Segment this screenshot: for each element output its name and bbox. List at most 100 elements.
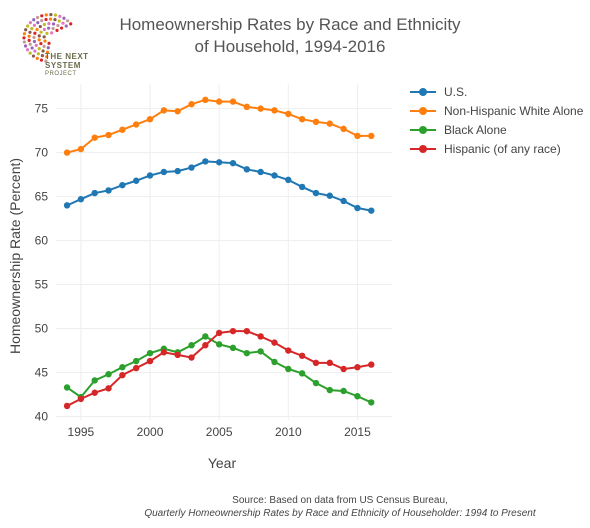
data-point [243,327,251,335]
x-tick-label: 2015 [344,425,371,439]
data-point [146,357,154,365]
data-point [257,168,264,176]
data-point [202,333,209,340]
logo-line1: THE NEXT [45,52,89,61]
data-point [63,402,71,410]
data-point [229,327,237,335]
x-tick-label: 2000 [137,425,164,439]
data-point [188,354,195,361]
y-tick-label: 40 [35,409,49,423]
y-tick-label: 75 [35,102,49,116]
data-point [105,371,112,378]
data-point [202,342,209,349]
data-point [243,103,251,111]
y-tick-label: 60 [35,234,49,248]
data-point [257,333,264,340]
data-point [340,365,347,373]
data-point [271,339,278,346]
chart-title: Homeownership Rates by Race and Ethnicit… [90,14,490,58]
y-tick-label: 70 [35,146,49,160]
data-point [354,364,361,371]
data-point [326,359,333,367]
data-point [340,125,347,133]
y-tick-label: 65 [35,190,49,204]
data-point [63,202,71,209]
logo-line3: PROJECT [45,71,77,77]
data-point [202,158,209,165]
data-point [91,189,98,197]
data-point [188,342,195,349]
legend-label: Non-Hispanic White Alone [444,103,584,118]
data-point [119,371,126,379]
logo-line2: SYSTEM [45,61,81,70]
data-point [285,110,292,118]
data-point [326,192,333,199]
data-point [298,352,306,359]
data-point [160,168,168,176]
y-tick-label: 55 [35,278,49,292]
legend-item[interactable]: Non-Hispanic White Alone [410,101,583,120]
legend: U.S. Non-Hispanic White Alone Black Alone H… [410,82,583,158]
data-point [312,189,320,197]
data-point [160,349,168,356]
legend-item[interactable]: U.S. [410,82,583,101]
data-point [298,183,306,191]
y-tick-label: 45 [35,366,49,380]
data-point [146,115,154,123]
source-line2: Quarterly Homeownership Rates by Race an… [144,508,536,519]
data-point [91,134,98,141]
data-point [257,105,264,112]
data-point [285,176,292,184]
data-point [63,384,71,391]
data-point [188,164,195,171]
data-point [146,172,154,179]
source-line1: Source: Based on data from US Census Bur… [232,495,448,506]
data-point [298,370,306,377]
legend-label: Hispanic (of any race) [444,141,561,156]
legend-label: Black Alone [444,122,507,137]
chart-title-line2: of Household, 1994-2016 [194,37,386,56]
data-point [215,98,223,105]
legend-swatch [410,125,436,135]
data-point [77,145,85,153]
data-point [229,159,237,167]
data-point [105,385,112,392]
data-point [229,98,237,105]
data-point [340,387,347,395]
data-point [312,118,320,126]
legend-swatch [410,87,436,97]
source-note: Source: Based on data from US Census Bur… [110,494,570,520]
data-point [271,358,278,366]
data-point [312,359,320,367]
data-point [174,351,181,359]
legend-item[interactable]: Black Alone [410,120,583,139]
data-point [132,121,140,128]
legend-swatch [410,106,436,116]
data-point [354,393,361,400]
data-point [312,379,320,387]
legend-item[interactable]: Hispanic (of any race) [410,139,583,158]
logo-text: THE NEXT SYSTEM PROJECT [45,52,89,79]
data-point [119,181,126,189]
data-point [215,329,223,337]
data-point [340,197,347,205]
x-tick-label: 1995 [68,425,95,439]
data-point [243,166,251,173]
data-point [285,365,292,373]
data-point [132,357,140,365]
data-point [326,386,333,394]
data-point [368,361,375,368]
legend-label: U.S. [444,84,468,99]
data-point [119,126,126,133]
data-point [132,177,140,184]
data-point [202,96,209,104]
data-point [229,344,237,352]
legend-swatch [410,144,436,154]
data-point [354,132,361,140]
data-point [368,399,375,406]
data-point [215,341,223,348]
data-point [285,347,292,354]
data-point [368,207,375,214]
data-point [105,131,112,139]
